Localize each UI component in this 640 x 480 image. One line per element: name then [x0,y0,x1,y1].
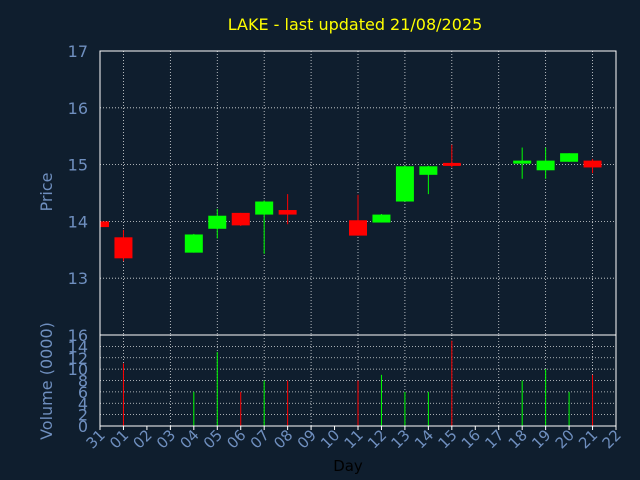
x-tick-label: 14 [411,426,437,452]
candle-body [184,234,203,253]
volume-tick-label: 12 [68,349,88,368]
candle-body [372,214,391,223]
price-axis-label: Price [37,172,56,211]
candle-body [255,201,274,215]
x-tick-label: 17 [481,426,507,452]
candle-body [349,220,367,236]
volume-tick-label: 6 [78,383,88,402]
price-tick-label: 13 [68,269,88,288]
candle-body [100,221,109,228]
plot-frames [99,50,617,430]
price-tick-label: 14 [68,212,88,231]
x-tick-label: 07 [247,426,273,452]
grid-lines [100,50,616,427]
x-axis-label: Day [333,457,363,475]
x-tick-label: 21 [575,426,601,452]
price-tick-label: 16 [68,99,88,118]
x-tick-label: 04 [176,426,202,452]
volume-tick-label: 14 [68,337,88,356]
x-tick-label: 03 [153,426,179,452]
candle-body [231,212,250,226]
candle-body [560,153,579,162]
x-tick-label: 10 [317,426,343,452]
x-tick-label: 15 [434,426,460,452]
volume-tick-label: 10 [68,360,88,379]
axis-labels: 1314151617024681012141631010203040506070… [68,42,625,452]
candle-body [536,160,555,171]
volume-plot-frame [99,334,617,427]
candle-body [419,166,438,175]
chart-marks [99,144,602,426]
candle-body [114,237,133,259]
x-tick-label: 16 [458,426,484,452]
volume-tick-label: 4 [78,394,88,413]
x-tick-label: 01 [106,426,132,452]
candle-body [395,166,414,202]
x-tick-label: 13 [388,426,414,452]
x-tick-label: 09 [294,426,320,452]
price-tick-label: 17 [68,42,88,61]
candle-body [513,160,532,164]
x-tick-label: 06 [223,426,249,452]
candle-body [583,160,602,168]
x-tick-label: 22 [599,426,625,452]
candle-body [442,162,461,166]
x-tick-label: 05 [200,426,226,452]
chart-title: LAKE - last updated 21/08/2025 [228,15,483,34]
volume-tick-label: 16 [68,326,88,345]
volume-tick-label: 8 [78,372,88,391]
x-tick-label: 20 [552,426,578,452]
x-tick-label: 19 [528,426,554,452]
volume-axis-label: Volume (0000) [37,322,56,440]
volume-tick-label: 2 [78,406,88,425]
x-tick-label: 12 [364,426,390,452]
candle-body [278,210,297,215]
x-tick-label: 11 [341,426,367,452]
x-tick-label: 08 [270,426,296,452]
x-tick-label: 02 [130,426,156,452]
candle-body [208,215,227,229]
x-tick-label: 18 [505,426,531,452]
price-tick-label: 15 [68,156,88,175]
volume-tick-label: 0 [78,417,88,436]
